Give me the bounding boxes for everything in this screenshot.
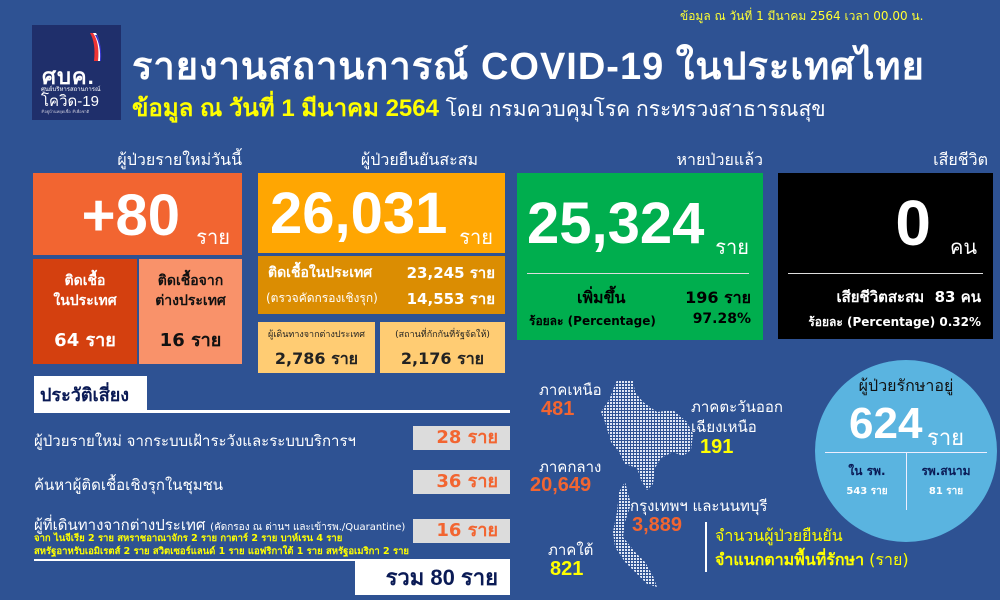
map-legend-unit: (ราย) (869, 550, 909, 569)
deaths-cum-label: เสียชีวิตสะสม (836, 288, 925, 306)
recovered-card: 25,324 ราย เพิ่มขึ้น 196 ราย ร้อยละ (Per… (517, 173, 763, 340)
domestic-label-1: ติดเชื้อ (64, 273, 106, 289)
region-south-label: ภาคใต้ (548, 541, 594, 559)
divider (527, 273, 749, 274)
risk-value-surveillance: 28 ราย (413, 426, 510, 450)
domestic-new-value: 64 ราย (54, 330, 116, 351)
risk-row-travelers: ผู้ที่เดินทางจากต่างประเทศ (คัดกรอง ณ ด่… (34, 513, 405, 537)
thailand-dot-map-icon (601, 380, 693, 587)
divider (788, 273, 983, 274)
in-treatment-value: 624 (849, 399, 923, 448)
region-northeast-label-1: ภาคตะวันออก (691, 398, 783, 416)
new-cases-label: ผู้ป่วยรายใหม่วันนี้ (117, 150, 242, 169)
risk-countries-line1: จาก ไนจีเรีย 2 ราย สหราชอาณาจักร 2 ราย ก… (34, 533, 343, 544)
region-bangkok-label: กรุงเทพฯ และนนทบุรี (630, 497, 768, 515)
total-divider (34, 559, 510, 561)
region-north-value: 481 (541, 398, 575, 420)
legend-divider (705, 522, 707, 572)
region-north-label: ภาคเหนือ (539, 381, 602, 399)
new-cases-value: +80 (81, 183, 180, 248)
risk-row-surveillance: ผู้ป่วยรายใหม่ จากระบบเฝ้าระวังและระบบบร… (34, 432, 356, 450)
recovered-increase-value: 196 ราย (685, 288, 751, 307)
risk-travelers-label: ผู้ที่เดินทางจากต่างประเทศ (34, 516, 206, 534)
cumulative-unit: ราย (459, 225, 493, 249)
risk-total: รวม 80 ราย (355, 561, 510, 595)
domestic-new-card: ติดเชื้อ ในประเทศ 64 ราย (33, 259, 137, 364)
state-quarantine-value: 2,176 ราย (400, 349, 485, 368)
data-timestamp: ข้อมูล ณ วันที่ 1 มีนาคม 2564 เวลา 00.00… (680, 9, 924, 23)
hospital-value: 543 ราย (846, 486, 888, 497)
recovered-value: 25,324 (527, 191, 705, 256)
map-legend-bold: จำแนกตามพื้นที่รักษา (715, 550, 865, 569)
imported-label-2: ต่างประเทศ (155, 293, 226, 309)
thai-flag-ribbon-icon (90, 33, 102, 61)
logo-subtitle: ศูนย์บริหารสถานการณ์ (41, 86, 101, 93)
map-legend-line1: จำนวนผู้ป่วยยืนยัน (715, 526, 843, 545)
cumulative-label: ผู้ป่วยยืนยันสะสม (360, 150, 478, 169)
risk-history-title: ประวัติเสี่ยง (34, 376, 147, 411)
cumulative-breakdown: ติดเชื้อในประเทศ 23,245 ราย (ตรวจคัดกรอง… (258, 256, 505, 314)
in-treatment-circle: ผู้ป่วยรักษาอยู่ 624 ราย ใน รพ. 543 ราย … (815, 360, 997, 542)
recovered-pct-value: 97.28% (692, 311, 751, 327)
risk-value-travelers: 16 ราย (413, 519, 510, 543)
active-search-value: 14,553 ราย (406, 290, 495, 308)
risk-row-active-search: ค้นหาผู้ติดเชื้อเชิงรุกในชุมชน (34, 476, 224, 494)
logo-covid: โควิด-19 (41, 93, 99, 110)
page-subtitle: ข้อมูล ณ วันที่ 1 มีนาคม 2564 โดย กรมควบ… (132, 88, 826, 127)
recovered-increase-label: เพิ่มขึ้น (577, 288, 626, 307)
logo-tagline: #อยู่บ้านหยุดเชื้อ #เพื่อชาติ (41, 109, 90, 114)
recovered-pct-label: ร้อยละ (Percentage) (529, 314, 656, 328)
field-hospital-label: รพ.สนาม (921, 464, 971, 478)
region-south-value: 821 (550, 558, 584, 580)
domestic-cum-label: ติดเชื้อในประเทศ (268, 265, 373, 281)
region-central-value: 20,649 (530, 474, 592, 496)
risk-travelers-note: (คัดกรอง ณ ด่านฯ และเข้ารพ./Quarantine) (210, 522, 406, 533)
risk-value-active-search: 36 ราย (413, 470, 510, 494)
new-cases-unit: ราย (196, 225, 230, 249)
deaths-card: 0 คน เสียชีวิตสะสม 83 คน ร้อยละ (Percent… (778, 173, 993, 339)
subtitle-source: โดย กรมควบคุมโรค กระทรวงสาธารณสุข (445, 98, 826, 121)
cumulative-card: 26,031 ราย (258, 173, 505, 253)
travelers-card: ผู้เดินทางจากต่างประเทศ 2,786 ราย (258, 322, 375, 373)
domestic-cum-value: 23,245 ราย (406, 264, 495, 282)
in-treatment-unit: ราย (927, 426, 965, 451)
state-quarantine-card: (สถานที่กักกันที่รัฐจัดให้) 2,176 ราย (380, 322, 505, 373)
active-search-label: (ตรวจคัดกรองเชิงรุก) (266, 291, 378, 305)
deaths-value: 0 (895, 187, 931, 259)
page-title: รายงานสถานการณ์ COVID-19 ในประเทศไทย (132, 46, 925, 88)
field-hospital-value: 81 ราย (928, 486, 964, 497)
imported-new-value: 16 ราย (159, 330, 222, 351)
deaths-unit: คน (949, 235, 977, 259)
region-central-label: ภาคกลาง (539, 458, 602, 476)
region-bangkok-value: 3,889 (632, 514, 683, 536)
imported-new-card: ติดเชื้อจาก ต่างประเทศ 16 ราย (139, 259, 242, 364)
recovered-label: หายป่วยแล้ว (676, 150, 763, 169)
deaths-label: เสียชีวิต (933, 150, 988, 169)
domestic-label-2: ในประเทศ (53, 293, 117, 309)
travelers-label: ผู้เดินทางจากต่างประเทศ (268, 330, 365, 340)
imported-label-1: ติดเชื้อจาก (157, 273, 224, 289)
cumulative-value: 26,031 (270, 181, 448, 246)
travelers-value: 2,786 ราย (274, 349, 359, 368)
deaths-cum-value: 83 คน (934, 288, 981, 306)
new-cases-card: +80 ราย (33, 173, 242, 255)
deaths-pct: ร้อยละ (Percentage) 0.32% (808, 315, 981, 329)
recovered-unit: ราย (715, 235, 749, 259)
state-quarantine-label: (สถานที่กักกันที่รัฐจัดให้) (395, 330, 490, 340)
hospital-label: ใน รพ. (848, 464, 886, 478)
logo-abbr: ศบค. (42, 64, 95, 89)
region-northeast-label-2: เฉียงเหนือ (691, 418, 757, 436)
map-legend-line2: จำแนกตามพื้นที่รักษา (ราย) (715, 548, 909, 573)
cca-logo: ศบค. ศูนย์บริหารสถานการณ์ โควิด-19 #อยู่… (32, 25, 121, 120)
in-treatment-label: ผู้ป่วยรักษาอยู่ (858, 376, 954, 395)
region-northeast-value: 191 (700, 436, 734, 458)
risk-countries-line2: สหรัฐอาหรับเอมิเรตส์ 2 ราย สวิตเซอร์แลนด… (34, 546, 409, 557)
deaths-cumulative: เสียชีวิตสะสม 83 คน (836, 285, 981, 309)
risk-divider (34, 410, 510, 413)
circle-vdivider (906, 452, 907, 510)
subtitle-date: ข้อมูล ณ วันที่ 1 มีนาคม 2564 (132, 95, 439, 122)
